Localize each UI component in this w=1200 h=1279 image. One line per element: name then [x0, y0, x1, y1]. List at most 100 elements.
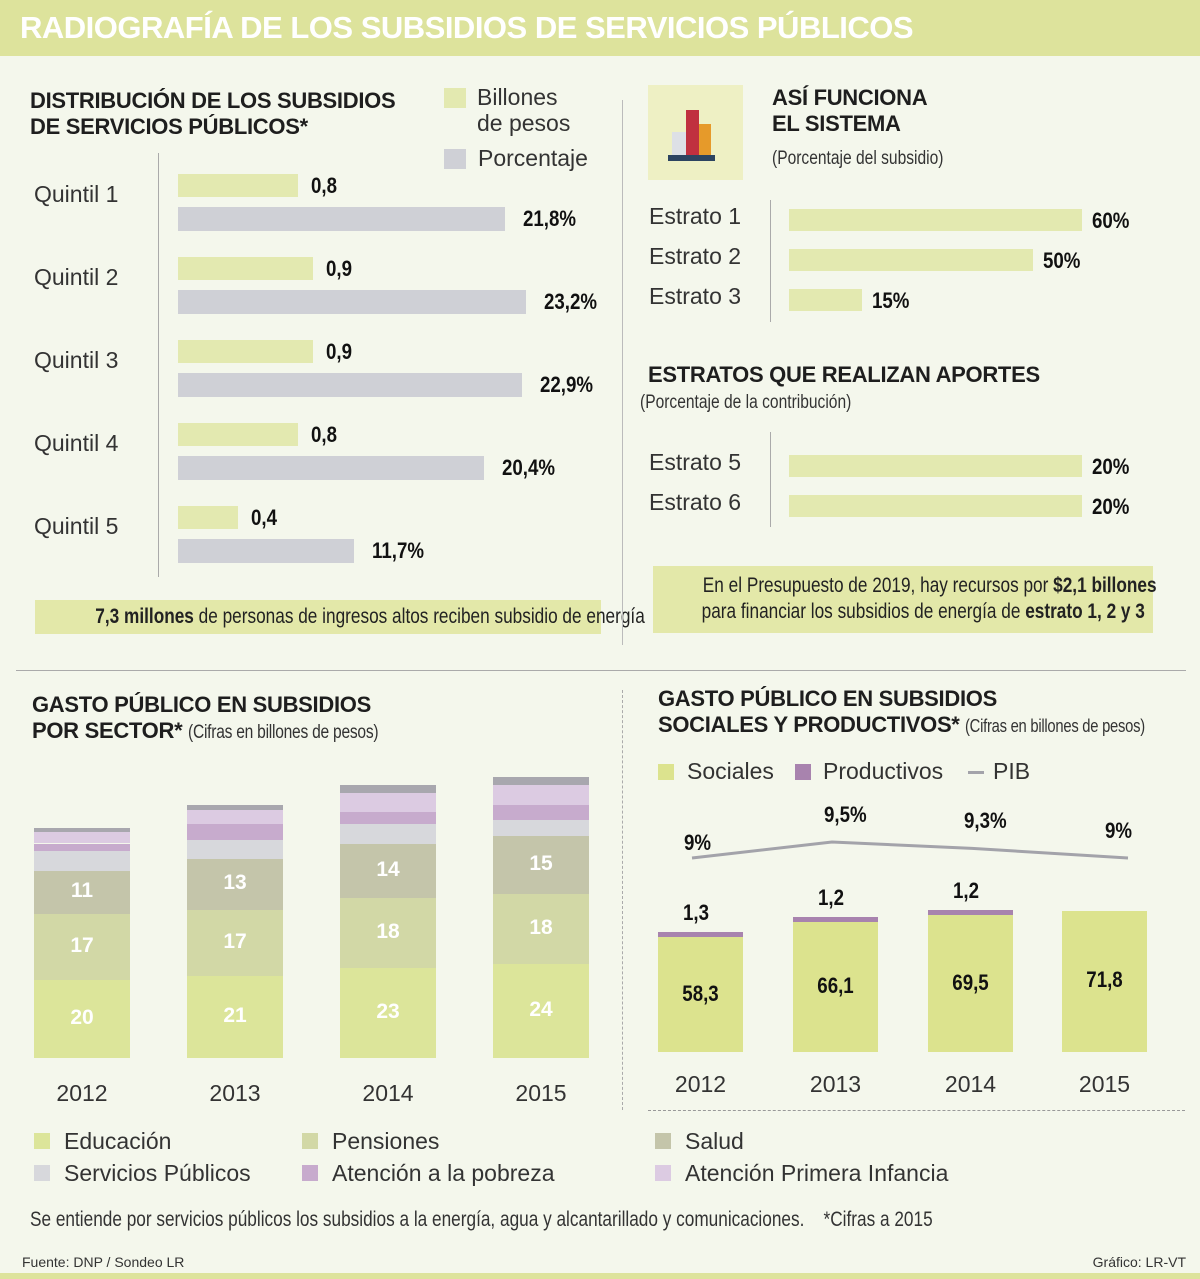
label-billones: 0,9 [326, 256, 353, 281]
note-bold: estrato 1, 2 y 3 [1025, 600, 1145, 623]
segment-label: 14 [376, 857, 400, 881]
footnote: Se entiende por servicios públicos los s… [30, 1208, 933, 1232]
year-label: 2012 [56, 1080, 108, 1106]
note-bold: $2,1 billones [1053, 574, 1157, 597]
legend-label: Pensiones [332, 1128, 440, 1154]
legend-swatch-porcentaje [444, 149, 466, 169]
stack-segment [34, 831, 130, 844]
axis-line [158, 153, 159, 577]
note-text: de personas de ingresos altos reciben su… [193, 605, 645, 628]
legend-label: Servicios Públicos [64, 1160, 251, 1186]
stack-segment [34, 843, 130, 852]
bar-billones [178, 340, 313, 363]
legend-line-pib [968, 771, 984, 774]
bar-sociales [1062, 910, 1147, 1052]
stack-segment [340, 843, 436, 899]
sector-title: GASTO PÚBLICO EN SUBSIDIOS POR SECTOR* (C… [32, 692, 420, 746]
label-porcentaje: 21,8% [523, 206, 577, 231]
bar-label: 60% [1091, 208, 1130, 233]
segment-label: 18 [529, 916, 553, 940]
legend-pib: PIB [993, 758, 1031, 784]
bottom-bar [0, 1273, 1200, 1279]
bar-productivos [793, 916, 878, 922]
header-bar: RADIOGRAFÍA DE LOS SUBSIDIOS DE SERVICIO… [0, 0, 1200, 56]
aportes-subtitle: (Porcentaje de la contribución) [640, 392, 852, 413]
bar-porcentaje [178, 207, 505, 231]
divider [16, 670, 1186, 671]
label-porcentaje: 22,9% [539, 372, 593, 397]
note-text: En el Presupuesto de 2019, hay recursos … [702, 574, 1054, 597]
title-line: ASÍ FUNCIONA [772, 85, 928, 110]
label-pib: 9,3% [964, 808, 1007, 834]
bar-billones [178, 423, 298, 446]
bar-label: 50% [1043, 248, 1081, 273]
category-label: Estrato 5 [649, 449, 742, 475]
footnote-text: Se entiende por servicios públicos los s… [30, 1208, 805, 1231]
stack-segment [34, 980, 130, 1058]
axis-line [770, 200, 771, 322]
bar-sociales [658, 937, 743, 1052]
stack-segment [187, 804, 283, 811]
segment-label: 13 [223, 871, 247, 895]
label-billones: 0,4 [251, 505, 278, 530]
label-sociales: 71,8 [1086, 967, 1123, 993]
bar-porcentaje [178, 290, 526, 314]
year-label: 2014 [362, 1080, 414, 1106]
bar [789, 495, 1082, 517]
bar-porcentaje [178, 373, 522, 397]
title-line: GASTO PÚBLICO EN SUBSIDIOS [32, 692, 371, 717]
legend-swatch [655, 1165, 671, 1181]
bar [789, 209, 1082, 231]
label-porcentaje: 11,7% [371, 538, 424, 563]
stack-segment [187, 810, 283, 824]
category-label: Quintil 5 [34, 513, 119, 539]
segment-label: 15 [529, 851, 553, 875]
legend-swatch-productivos [795, 764, 811, 780]
distribution-title: DISTRIBUCIÓN DE LOS SUBSIDIOS DE SERVICIO… [30, 88, 396, 140]
legend-swatch [302, 1165, 318, 1181]
aportes-title: ESTRATOS QUE REALIZAN APORTES [648, 362, 1040, 387]
stack-segment [493, 835, 589, 895]
source: Fuente: DNP / Sondeo LR [22, 1254, 185, 1270]
title-line: POR SECTOR* [32, 718, 183, 743]
label-billones: 0,9 [326, 339, 353, 364]
stack-segment [187, 976, 283, 1058]
bar-porcentaje [178, 456, 484, 480]
stack-segment [493, 894, 589, 965]
stack-segment [340, 785, 436, 793]
legend-swatch [34, 1133, 50, 1149]
stack-segment [34, 827, 130, 832]
segment-label: 23 [376, 1000, 400, 1024]
title-line: GASTO PÚBLICO EN SUBSIDIOS [658, 686, 997, 711]
divider [648, 1110, 1185, 1111]
divider [622, 690, 623, 1110]
title-line: EL SISTEMA [772, 111, 901, 136]
year-label: 2012 [674, 1071, 727, 1097]
title-line: DE SERVICIOS PÚBLICOS* [30, 114, 308, 139]
stack-segment [493, 804, 589, 821]
stack-segment [493, 777, 589, 785]
axis-line [770, 432, 771, 527]
label-porcentaje: 23,2% [544, 289, 598, 314]
stack-segment [340, 812, 436, 824]
stack-segment [493, 785, 589, 805]
legend-swatch [34, 1165, 50, 1181]
legend-label: Atención Primera Infancia [685, 1160, 949, 1186]
energy-note: 7,3 millones de personas de ingresos alt… [35, 600, 645, 634]
stack-segment [34, 913, 130, 980]
stack-segment [187, 859, 283, 910]
bar-label: 20% [1092, 454, 1130, 479]
legend-sociales: Sociales [687, 758, 774, 784]
category-label: Quintil 2 [34, 264, 119, 290]
legend-productivos: Productivos [823, 758, 944, 784]
stack-segment [340, 792, 436, 813]
stack-segment [493, 964, 589, 1058]
legend-text: de pesos [477, 110, 571, 136]
category-label: Estrato 3 [649, 283, 742, 309]
budget-note: En el Presupuesto de 2019, hay recursos … [653, 566, 1157, 633]
bar-productivos [658, 932, 743, 938]
year-label: 2015 [515, 1080, 567, 1106]
note-bold: 7,3 millones [95, 605, 194, 628]
bar-billones [178, 257, 313, 280]
segment-label: 20 [70, 1006, 94, 1029]
